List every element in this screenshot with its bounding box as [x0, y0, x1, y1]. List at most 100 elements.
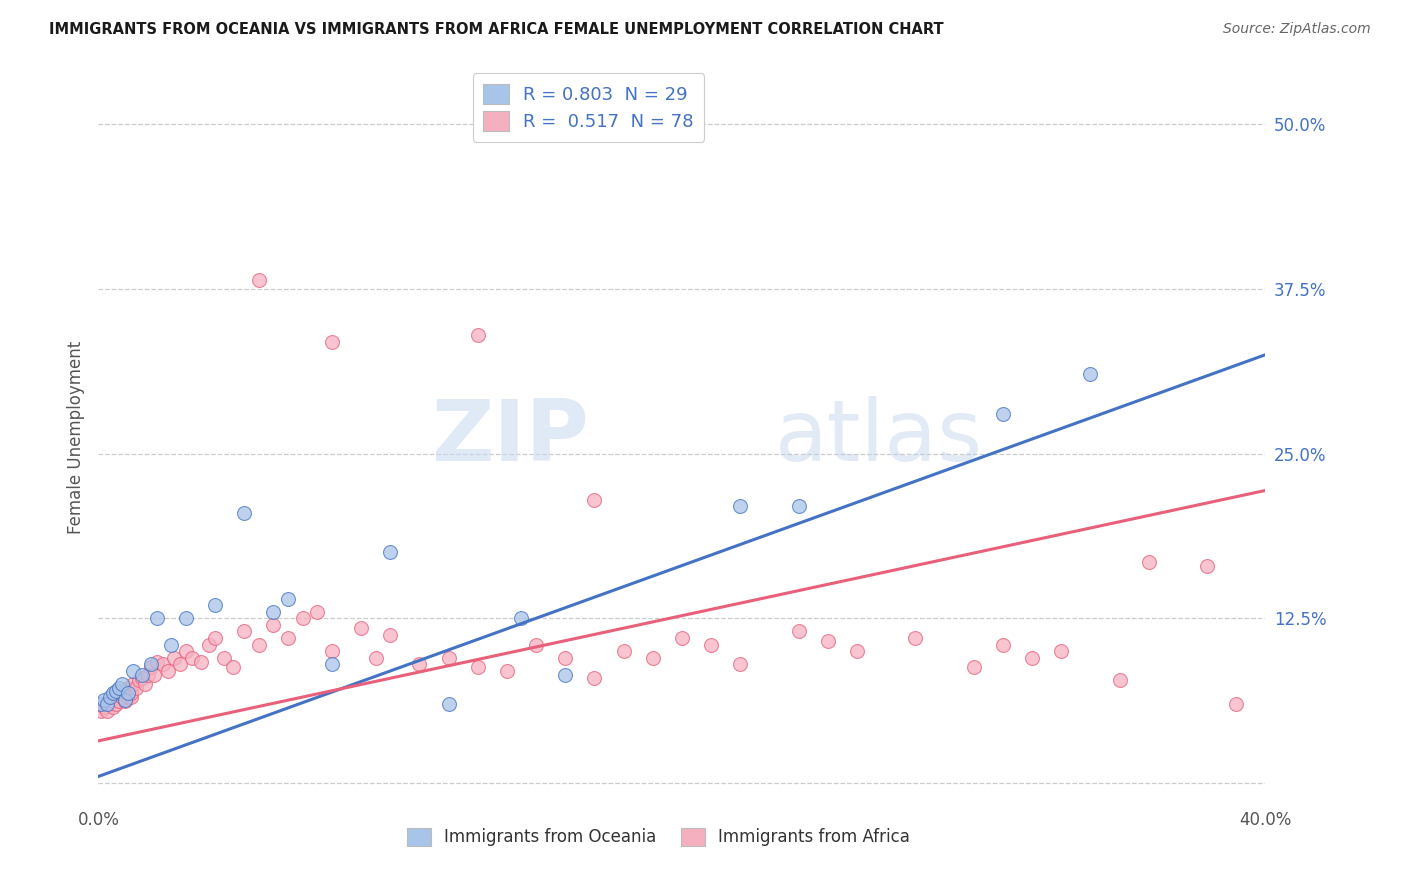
- Point: [157, 664, 180, 678]
- Point: [131, 671, 153, 685]
- Legend: Immigrants from Oceania, Immigrants from Africa: Immigrants from Oceania, Immigrants from…: [401, 821, 917, 853]
- Point: [180, 650, 202, 665]
- Point: [277, 591, 299, 606]
- Point: [364, 650, 387, 665]
- Point: [291, 611, 314, 625]
- Point: [262, 618, 284, 632]
- Point: [554, 668, 576, 682]
- Point: [904, 631, 927, 645]
- Point: [437, 650, 460, 665]
- Point: [160, 638, 183, 652]
- Point: [108, 686, 131, 700]
- Point: [152, 657, 174, 672]
- Point: [817, 633, 839, 648]
- Point: [125, 681, 148, 695]
- Point: [408, 657, 430, 672]
- Point: [730, 657, 752, 672]
- Point: [111, 677, 134, 691]
- Text: ZIP: ZIP: [430, 395, 589, 479]
- Point: [90, 697, 112, 711]
- Point: [198, 638, 221, 652]
- Point: [117, 690, 139, 705]
- Point: [101, 686, 124, 700]
- Y-axis label: Female Unemployment: Female Unemployment: [66, 341, 84, 533]
- Point: [139, 660, 162, 674]
- Point: [221, 660, 243, 674]
- Point: [233, 506, 256, 520]
- Point: [612, 644, 634, 658]
- Point: [524, 638, 547, 652]
- Point: [467, 660, 489, 674]
- Point: [233, 624, 256, 639]
- Point: [1021, 650, 1043, 665]
- Point: [247, 638, 270, 652]
- Point: [136, 668, 159, 682]
- Point: [104, 686, 127, 700]
- Point: [641, 650, 664, 665]
- Point: [204, 631, 226, 645]
- Point: [117, 681, 139, 695]
- Point: [190, 655, 212, 669]
- Point: [247, 272, 270, 286]
- Point: [96, 697, 118, 711]
- Text: Source: ZipAtlas.com: Source: ZipAtlas.com: [1223, 22, 1371, 37]
- Point: [467, 327, 489, 342]
- Point: [437, 697, 460, 711]
- Point: [108, 694, 131, 708]
- Point: [93, 699, 115, 714]
- Point: [671, 631, 693, 645]
- Point: [101, 699, 124, 714]
- Point: [583, 671, 606, 685]
- Point: [212, 650, 235, 665]
- Point: [131, 668, 153, 682]
- Point: [277, 631, 299, 645]
- Point: [93, 693, 115, 707]
- Point: [380, 545, 402, 559]
- Point: [174, 611, 197, 625]
- Point: [96, 697, 118, 711]
- Point: [730, 500, 752, 514]
- Point: [1225, 697, 1247, 711]
- Point: [163, 650, 186, 665]
- Point: [96, 704, 118, 718]
- Point: [204, 598, 226, 612]
- Point: [98, 694, 121, 708]
- Point: [117, 686, 139, 700]
- Point: [122, 677, 145, 691]
- Point: [146, 611, 169, 625]
- Point: [380, 628, 402, 642]
- Point: [321, 657, 343, 672]
- Point: [991, 407, 1014, 421]
- Point: [787, 624, 810, 639]
- Point: [169, 657, 191, 672]
- Point: [991, 638, 1014, 652]
- Point: [128, 673, 150, 688]
- Point: [174, 644, 197, 658]
- Point: [114, 694, 136, 708]
- Point: [1137, 555, 1160, 569]
- Point: [142, 668, 165, 682]
- Point: [1080, 368, 1102, 382]
- Point: [111, 690, 134, 705]
- Point: [962, 660, 984, 674]
- Point: [114, 683, 136, 698]
- Text: atlas: atlas: [775, 395, 983, 479]
- Point: [98, 697, 121, 711]
- Point: [122, 664, 145, 678]
- Point: [139, 657, 162, 672]
- Point: [1108, 673, 1130, 688]
- Point: [846, 644, 869, 658]
- Point: [307, 605, 329, 619]
- Point: [554, 650, 576, 665]
- Point: [114, 693, 136, 707]
- Point: [101, 690, 124, 705]
- Point: [1050, 644, 1073, 658]
- Point: [1195, 558, 1218, 573]
- Point: [108, 681, 131, 695]
- Point: [98, 690, 121, 705]
- Point: [321, 644, 343, 658]
- Text: IMMIGRANTS FROM OCEANIA VS IMMIGRANTS FROM AFRICA FEMALE UNEMPLOYMENT CORRELATIO: IMMIGRANTS FROM OCEANIA VS IMMIGRANTS FR…: [49, 22, 943, 37]
- Point: [120, 686, 142, 700]
- Point: [134, 677, 156, 691]
- Point: [510, 611, 533, 625]
